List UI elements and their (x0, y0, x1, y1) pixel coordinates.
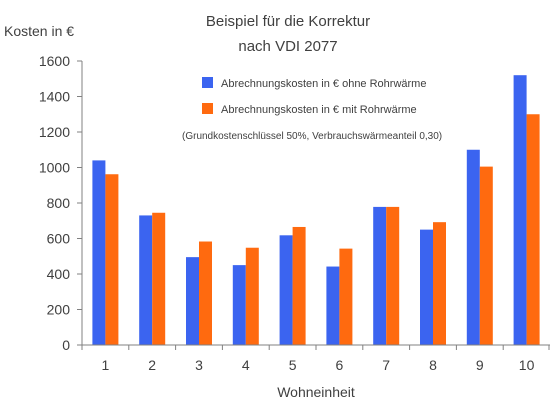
bar-series-2-cat-1 (105, 174, 119, 345)
x-tick-label-3: 3 (195, 357, 203, 373)
y-tick-label-8: 1600 (39, 53, 70, 69)
y-tick-label-7: 1400 (39, 89, 70, 105)
bar-series-2-cat-10 (526, 114, 540, 345)
bar-series-2-cat-9 (479, 166, 493, 345)
bar-series-1-cat-7 (373, 206, 387, 345)
bar-series-1-cat-8 (420, 229, 433, 345)
chart-title-line-1: Beispiel für die Korrektur (206, 13, 370, 30)
x-tick-label-9: 9 (476, 357, 484, 373)
bar-series-1-cat-3 (186, 257, 199, 345)
bar-series-1-cat-2 (139, 215, 153, 345)
y-tick-label-6: 1200 (39, 124, 70, 140)
bar-series-1-cat-1 (92, 160, 106, 345)
x-axis-label: Wohneinheit (277, 384, 355, 400)
plot-area: 0 200 400 600 800 1000 1200 1400 1600 1 2 3 4 5 6 7 8 9 10 (39, 53, 550, 373)
bar-series-1-cat-4 (232, 265, 246, 345)
y-tick-label-0: 0 (62, 337, 70, 353)
bar-series-2-cat-8 (433, 222, 446, 345)
chart-annotation: (Grundkostenschlüssel 50%, Verbrauchswär… (182, 131, 442, 142)
y-tick-label-2: 400 (47, 266, 71, 282)
legend-swatch-series-1 (202, 77, 213, 88)
x-tick-label-2: 2 (148, 357, 156, 373)
x-tick-label-4: 4 (242, 357, 250, 373)
x-tick-label-7: 7 (382, 357, 390, 373)
legend-label-series-2: Abrechnungskosten in € mit Rohrwärme (221, 104, 417, 116)
bar-series-2-cat-4 (245, 247, 259, 345)
chart-title-line-2: nach VDI 2077 (238, 38, 337, 55)
bar-series-2-cat-2 (152, 212, 166, 345)
x-tick-label-6: 6 (336, 357, 344, 373)
x-tick-label-10: 10 (519, 357, 535, 373)
legend-swatch-series-2 (202, 103, 213, 114)
legend: Abrechnungskosten in € ohne Rohrwärme Ab… (202, 77, 426, 116)
bar-series-2-cat-3 (199, 241, 212, 345)
y-tick-label-4: 800 (47, 195, 71, 211)
x-tick-label-5: 5 (289, 357, 297, 373)
y-tick-label-1: 200 (47, 302, 71, 318)
bar-series-1-cat-5 (279, 235, 293, 345)
legend-label-series-1: Abrechnungskosten in € ohne Rohrwärme (221, 78, 426, 90)
bar-series-2-cat-5 (292, 226, 306, 345)
bar-series-1-cat-10 (513, 75, 527, 345)
x-tick-label-1: 1 (102, 357, 110, 373)
bar-series-2-cat-6 (339, 248, 353, 345)
bar-series-1-cat-9 (466, 149, 480, 345)
x-tick-label-8: 8 (429, 357, 437, 373)
bar-series-1-cat-6 (326, 266, 340, 345)
y-tick-label-5: 1000 (39, 160, 70, 176)
y-axis-label: Kosten in € (4, 23, 74, 39)
bar-series-2-cat-7 (386, 206, 400, 345)
y-tick-label-3: 600 (47, 231, 71, 247)
